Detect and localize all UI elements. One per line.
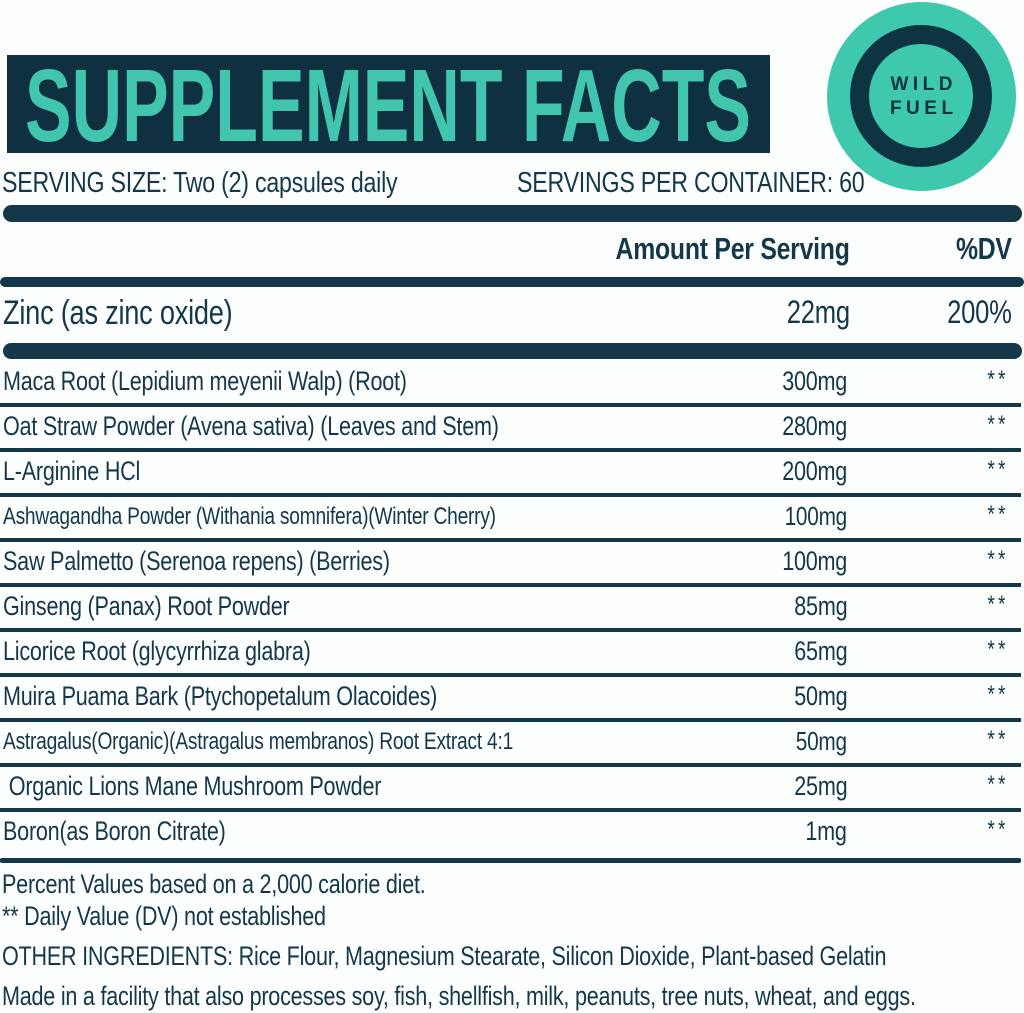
ingredient-amount: 85mg — [793, 591, 847, 621]
ingredient-name: Ashwagandha Powder (Withania somnifera)(… — [3, 503, 496, 530]
table-row: Ginseng (Panax) Root Powder 85mg ** — [0, 587, 1021, 632]
other-ingredients-text: OTHER INGREDIENTS: Rice Flour, Magnesium… — [2, 941, 887, 971]
allergen-statement: Made in a facility that also processes s… — [2, 981, 916, 1011]
divider-thick-top — [3, 205, 1022, 222]
ingredient-name: Astragalus(Organic)(Astragalus membranos… — [3, 728, 514, 755]
serving-size-text: SERVING SIZE: Two (2) capsules daily — [2, 167, 398, 199]
ingredient-table: Maca Root (Lepidium meyenii Walp) (Root)… — [0, 362, 1021, 857]
ingredient-name: Boron(as Boron Citrate) — [3, 816, 226, 846]
table-row: Organic Lions Mane Mushroom Powder 25mg … — [0, 767, 1021, 812]
ingredient-amount: 25mg — [793, 771, 847, 801]
divider-under-header — [0, 277, 1024, 287]
title-banner-svg: SUPPLEMENT FACTS — [25, 55, 751, 153]
table-row: Licorice Root (glycyrrhiza glabra) 65mg … — [0, 632, 1021, 677]
ingredient-name: Licorice Root (glycyrrhiza glabra) — [3, 636, 311, 666]
ingredient-name: Zinc (as zinc oxide) — [3, 294, 233, 332]
table-row: L-Arginine HCl 200mg ** — [0, 452, 1021, 497]
table-row: Ashwagandha Powder (Withania somnifera)(… — [0, 497, 1021, 542]
table-row-zinc: Zinc (as zinc oxide) 22mg 200% — [0, 294, 1024, 333]
ingredient-amount: 50mg — [793, 681, 847, 711]
ingredient-amount: 22mg — [786, 294, 850, 330]
table-row: Oat Straw Powder (Avena sativa) (Leaves … — [0, 407, 1021, 452]
ingredient-amount: 100mg — [782, 546, 847, 576]
brand-name-line1: WILD — [890, 73, 958, 95]
page-title: SUPPLEMENT FACTS — [25, 55, 751, 153]
title-banner: SUPPLEMENT FACTS — [7, 55, 770, 153]
brand-name-line2: FUEL — [889, 97, 958, 119]
ingredient-amount: 50mg — [795, 726, 847, 756]
table-row: Muira Puama Bark (Ptychopetalum Olacoide… — [0, 677, 1021, 722]
ingredient-amount: 200mg — [782, 456, 847, 486]
ingredient-name: Saw Palmetto (Serenoa repens) (Berries) — [3, 546, 390, 576]
brand-name: WILD FUEL — [827, 2, 1016, 191]
servings-per-container-text: SERVINGS PER CONTAINER: 60 — [517, 167, 865, 199]
table-row: Saw Palmetto (Serenoa repens) (Berries) … — [0, 542, 1021, 587]
ingredient-dv: ** — [987, 726, 1009, 753]
ingredient-dv: ** — [987, 501, 1009, 528]
footnote-daily-value: ** Daily Value (DV) not established — [2, 901, 326, 931]
ingredient-name: L-Arginine HCl — [3, 456, 141, 486]
ingredient-dv: ** — [987, 546, 1009, 573]
ingredient-amount: 280mg — [782, 411, 847, 441]
ingredient-amount: 1mg — [805, 816, 848, 846]
ingredient-dv: 200% — [947, 294, 1012, 330]
ingredient-name: Ginseng (Panax) Root Powder — [3, 591, 290, 621]
divider-under-zinc — [3, 343, 1022, 359]
column-header-dv: %DV — [956, 231, 1012, 266]
ingredient-dv: ** — [987, 636, 1009, 663]
ingredient-name: Organic Lions Mane Mushroom Powder — [3, 771, 382, 801]
brand-logo: WILD FUEL — [827, 2, 1016, 191]
column-header-amount: Amount Per Serving — [615, 231, 850, 266]
ingredient-amount: 100mg — [784, 501, 848, 531]
table-header-row: Amount Per Serving %DV — [0, 231, 1024, 267]
footnote-percent-values: Percent Values based on a 2,000 calorie … — [2, 869, 426, 899]
table-row: Boron(as Boron Citrate) 1mg ** — [0, 812, 1021, 857]
ingredient-dv: ** — [987, 411, 1009, 438]
ingredient-amount: 300mg — [782, 366, 847, 396]
ingredient-amount: 65mg — [793, 636, 847, 666]
ingredient-dv: ** — [987, 771, 1009, 798]
divider-above-footnotes — [0, 858, 1021, 863]
ingredient-name: Oat Straw Powder (Avena sativa) (Leaves … — [3, 411, 499, 441]
ingredient-dv: ** — [987, 456, 1009, 483]
ingredient-dv: ** — [987, 366, 1009, 393]
ingredient-name: Muira Puama Bark (Ptychopetalum Olacoide… — [3, 681, 438, 711]
ingredient-dv: ** — [987, 591, 1009, 618]
ingredient-dv: ** — [987, 681, 1009, 708]
ingredient-name: Maca Root (Lepidium meyenii Walp) (Root) — [3, 366, 407, 396]
table-row: Astragalus(Organic)(Astragalus membranos… — [0, 722, 1021, 767]
table-row: Maca Root (Lepidium meyenii Walp) (Root)… — [0, 362, 1021, 407]
ingredient-dv: ** — [987, 816, 1009, 843]
